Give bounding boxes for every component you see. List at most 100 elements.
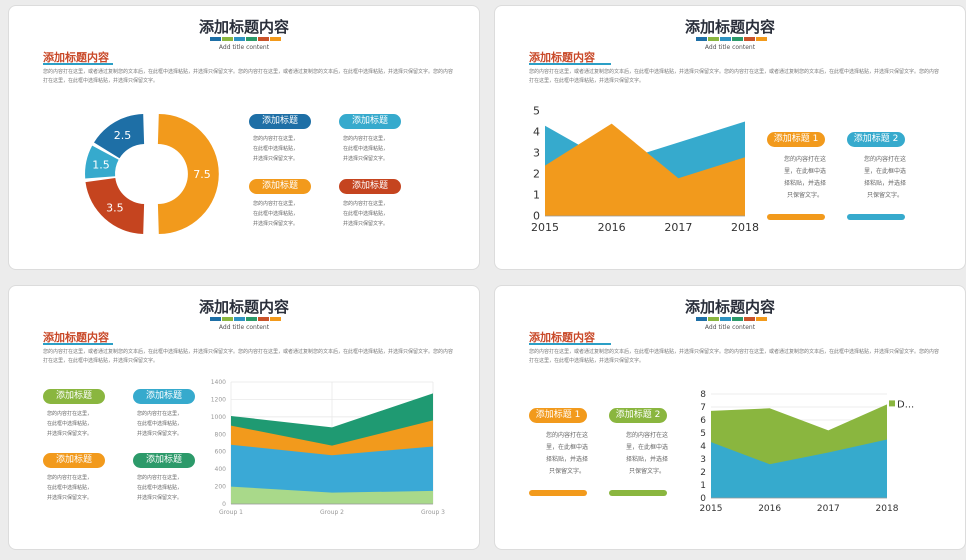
box-bar: [847, 214, 905, 220]
swatch: [708, 37, 719, 41]
y-tick-label: 200: [215, 484, 227, 491]
y-tick-label: 1200: [211, 396, 226, 403]
box-label: 添加标题: [249, 179, 311, 194]
box-text: 您的内容打在这里， 在此框中选择粘贴， 并选择只保留文字。: [137, 475, 183, 501]
swatch: [234, 317, 245, 321]
y-tick-label: 1000: [211, 414, 226, 421]
slide-card-3[interactable]: 添加标题内容 Add title content 添加标题内容 您的内容打在这里…: [8, 285, 480, 550]
box-text: 您的内容打在这 里，在此框中选 择粘贴，并选择 只保留文字。: [625, 432, 668, 475]
section-heading: 添加标题内容: [43, 51, 109, 64]
y-tick-label: 1400: [211, 379, 226, 386]
legend-label: D...: [897, 399, 914, 410]
y-tick-label: 3: [700, 455, 706, 465]
y-tick-label: 6: [700, 416, 706, 426]
area-series: [231, 486, 433, 504]
swatch: [222, 317, 233, 321]
area-series: [711, 439, 887, 498]
swatch: [210, 37, 221, 41]
box-label: 添加标题 2: [847, 132, 905, 147]
swatch: [246, 317, 257, 321]
box-text: 您的内容打在这里， 在此框中选择粘贴， 并选择只保留文字。: [47, 475, 93, 501]
box-bar: [529, 490, 587, 496]
swatch: [732, 37, 743, 41]
swatch: [210, 317, 221, 321]
donut-chart: 7.5 3.5 1.5 2.5: [85, 114, 219, 234]
slide-card-1[interactable]: 添加标题内容 Add title content 添加标题内容 您的内容打在这里…: [8, 5, 480, 270]
area-chart: 0 1 2 3 4 5 6 7 8 2015 2016 2017 2018 D...: [700, 390, 915, 514]
box-label: 添加标题 1: [529, 408, 587, 423]
box-label: 添加标题: [43, 453, 105, 468]
swatch: [744, 317, 755, 321]
x-tick-label: 2017: [817, 504, 840, 514]
swatch: [744, 37, 755, 41]
slice-label: 2.5: [114, 129, 132, 142]
slice-label: 3.5: [106, 201, 124, 214]
x-tick-label: 2018: [731, 221, 759, 234]
color-swatches: [696, 37, 767, 41]
slide-subtitle: Add title content: [704, 44, 756, 51]
x-tick-label: 2015: [700, 504, 723, 514]
color-swatches: [210, 317, 281, 321]
swatch: [756, 317, 767, 321]
stacked-area-chart: 0 200 400 600 800 1000 1200 1400 Group 1 Group 2 G…: [211, 379, 445, 516]
y-tick-label: 600: [215, 449, 227, 456]
x-tick-label: Group 1: [219, 509, 243, 516]
slide-subtitle: Add title content: [218, 324, 270, 331]
donut-slice: [85, 178, 145, 234]
slide-title: 添加标题内容: [198, 298, 289, 316]
box-label: 添加标题: [43, 389, 105, 404]
box-text: 您的内容打在这里， 在此框中选择粘贴， 并选择只保留文字。: [343, 136, 389, 162]
slide-card-2[interactable]: 添加标题内容 Add title content 添加标题内容 您的内容打在这里…: [494, 5, 966, 270]
x-tick-label: 2016: [758, 504, 781, 514]
y-tick-label: 800: [215, 431, 227, 438]
section-paragraph: 您的内容打在这里，或者通过复制您的文本后，在此框中选择粘贴，并选择只保留文字。您…: [43, 349, 454, 364]
y-tick-label: 8: [700, 390, 706, 400]
box-text: 您的内容打在这里， 在此框中选择粘贴， 并选择只保留文字。: [343, 201, 389, 227]
swatch: [708, 317, 719, 321]
slide-subtitle: Add title content: [218, 44, 270, 51]
donut-slice: [157, 114, 219, 234]
color-swatches: [696, 317, 767, 321]
donut-slice: [94, 114, 145, 159]
x-tick-label: 2017: [664, 221, 692, 234]
swatch: [270, 317, 281, 321]
section-paragraph: 您的内容打在这里，或者通过复制您的文本后，在此框中选择粘贴，并选择只保留文字。您…: [529, 69, 940, 84]
section-heading: 添加标题内容: [529, 51, 595, 64]
slice-label: 7.5: [193, 168, 211, 181]
swatch: [696, 37, 707, 41]
y-tick-label: 2: [533, 168, 540, 181]
donut-slice: [85, 145, 119, 179]
section-heading: 添加标题内容: [43, 331, 109, 344]
box-label: 添加标题 2: [609, 408, 667, 423]
area-series: [231, 444, 433, 504]
box-label: 添加标题: [339, 179, 401, 194]
y-tick-label: 5: [700, 429, 706, 439]
y-tick-label: 0: [533, 210, 540, 223]
box-text: 您的内容打在这里， 在此框中选择粘贴， 并选择只保留文字。: [47, 411, 93, 437]
box-bar: [609, 490, 667, 496]
swatch: [258, 317, 269, 321]
y-tick-label: 0: [222, 501, 226, 508]
y-tick-label: 0: [700, 494, 706, 504]
y-tick-label: 400: [215, 466, 227, 473]
section-heading: 添加标题内容: [529, 331, 595, 344]
box-text: 您的内容打在这 里，在此框中选 择粘贴，并选择 只保留文字。: [545, 432, 588, 475]
section-underline: [43, 63, 113, 65]
section-paragraph: 您的内容打在这里，或者通过复制您的文本后，在此框中选择粘贴，并选择只保留文字。您…: [43, 69, 454, 84]
y-tick-label: 1: [700, 481, 706, 491]
slice-label: 1.5: [92, 159, 110, 172]
y-tick-label: 7: [700, 403, 706, 413]
box-label: 添加标题: [133, 453, 195, 468]
swatch: [222, 37, 233, 41]
area-chart: 0 1 2 3 4 5 2015 2016 2017 2018: [531, 105, 759, 234]
section-underline: [529, 63, 611, 65]
color-swatches: [210, 37, 281, 41]
swatch: [696, 317, 707, 321]
swatch: [270, 37, 281, 41]
box-label: 添加标题: [133, 389, 195, 404]
slide-title: 添加标题内容: [198, 18, 289, 36]
x-tick-label: Group 2: [320, 509, 344, 516]
box-label: 添加标题: [249, 114, 311, 129]
slide-card-4[interactable]: 添加标题内容 Add title content 添加标题内容 您的内容打在这里…: [494, 285, 966, 550]
section-underline: [43, 343, 113, 345]
